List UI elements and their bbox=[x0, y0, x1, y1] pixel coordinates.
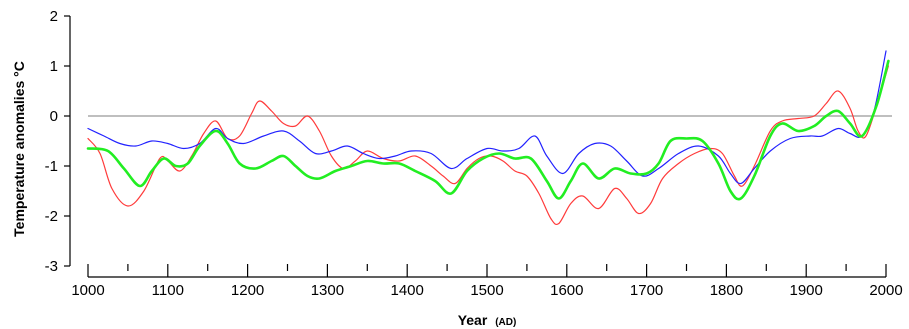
x-tick-label: 1300 bbox=[311, 282, 344, 299]
y-tick-label: -3 bbox=[45, 258, 58, 275]
series-lines bbox=[86, 50, 890, 226]
x-tick-label: 1700 bbox=[630, 282, 663, 299]
x-tick-label: 2000 bbox=[869, 282, 902, 299]
y-axis-title: Temperature anomalies °C bbox=[11, 61, 27, 237]
x-tick-label: 1100 bbox=[152, 282, 184, 299]
x-axis-title: Year (AD) bbox=[458, 312, 517, 328]
x-axis: 1000 1100 1200 1300 1400 1500 1600 1700 1800 1900… bbox=[71, 264, 903, 299]
x-tick-label: 1400 bbox=[391, 282, 424, 299]
y-axis: -3 -2 -1 0 1 2 bbox=[45, 8, 71, 275]
x-tick-label: 1600 bbox=[550, 282, 583, 299]
y-tick-label: 1 bbox=[50, 58, 58, 75]
y-tick-label: 2 bbox=[50, 8, 58, 25]
y-tick-label: 0 bbox=[50, 108, 58, 125]
green-series-line bbox=[86, 59, 890, 201]
y-tick-label: -1 bbox=[45, 158, 58, 175]
x-axis-title-unit: (AD) bbox=[495, 317, 516, 328]
x-tick-label: 1000 bbox=[71, 282, 104, 299]
x-tick-label: 1800 bbox=[710, 282, 743, 299]
red-series-line bbox=[87, 65, 889, 226]
blue-series-line bbox=[87, 50, 887, 185]
x-tick-label: 1900 bbox=[790, 282, 823, 299]
x-tick-label: 1200 bbox=[231, 282, 264, 299]
x-axis-title-main: Year bbox=[458, 312, 488, 328]
y-tick-label: -2 bbox=[45, 208, 58, 225]
x-tick-label: 1500 bbox=[470, 282, 503, 299]
